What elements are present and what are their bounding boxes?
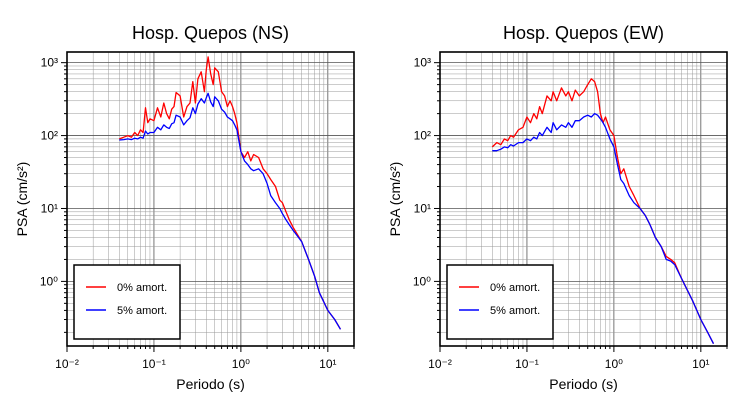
x-tick-label: 10⁻¹ [515, 357, 539, 371]
x-tick-label: 10⁰ [605, 357, 623, 371]
legend: 0% amort. 5% amort. [446, 264, 554, 340]
x-axis-label: Periodo (s) [549, 376, 617, 392]
legend-label-1: 0% amort. [117, 282, 167, 294]
x-tick-label: 10¹ [692, 357, 709, 371]
chart-title: Hosp. Quepos (NS) [132, 23, 289, 43]
x-tick-label: 10⁻¹ [142, 357, 166, 371]
legend-box [446, 264, 554, 340]
y-tick-label: 10⁰ [413, 274, 431, 288]
x-tick-label: 10¹ [319, 357, 336, 371]
x-tick-label: 10⁻² [55, 357, 79, 371]
ticks [61, 62, 355, 352]
y-tick-label: 10³ [41, 56, 58, 70]
x-tick-label: 10⁰ [232, 357, 250, 371]
series-line-2 [492, 112, 715, 344]
plot-frame [439, 51, 728, 347]
plot-frame [66, 51, 355, 347]
legend-label-1: 0% amort. [490, 282, 540, 294]
x-axis-label: Periodo (s) [176, 376, 244, 392]
y-axis-label: PSA (cm/s²) [387, 162, 403, 237]
legend-label-2: 5% amort. [490, 305, 540, 317]
chart-panel-2: 10⁻² 10⁻¹ 10⁰ 10¹ 10⁰ 10¹ 10² 10³ Hosp. Quepos (… [387, 23, 728, 392]
y-axis-label: PSA (cm/s²) [14, 162, 30, 237]
y-tick-label: 10³ [414, 56, 431, 70]
y-tick-label: 10⁰ [40, 274, 58, 288]
chart-panel-1: 10⁻² 10⁻¹ 10⁰ 10¹ 10⁰ 10¹ 10² 10³ Hosp. Quepos (… [14, 23, 355, 392]
legend: 0% amort. 5% amort. [73, 264, 181, 340]
x-tick-label: 10⁻² [428, 357, 452, 371]
ticks [434, 62, 728, 352]
series-line-2 [119, 92, 342, 330]
y-tick-label: 10² [414, 129, 431, 143]
series-line-1 [119, 56, 342, 330]
y-tick-label: 10¹ [41, 201, 58, 215]
y-tick-label: 10² [41, 129, 58, 143]
legend-box [73, 264, 181, 340]
chart-title: Hosp. Quepos (EW) [503, 23, 664, 43]
legend-label-2: 5% amort. [117, 305, 167, 317]
y-tick-label: 10¹ [414, 201, 431, 215]
